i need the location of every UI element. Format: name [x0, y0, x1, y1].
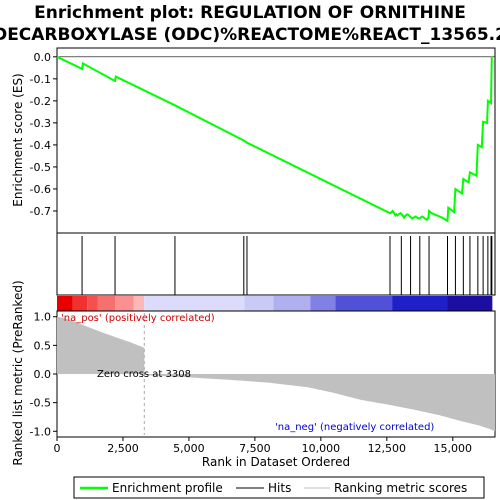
rank-color-segment	[392, 296, 448, 311]
rank-color-segment	[310, 296, 336, 311]
rank-color-segment	[447, 296, 493, 311]
es-y-tick-label: -0.4	[30, 139, 51, 152]
rank-color-bar	[57, 296, 493, 311]
metric-panel: 1.0 0.5 0.0 -0.5 -1.0 0 2,500 5,000 7,500 10,000…	[11, 280, 496, 469]
rank-color-segment	[144, 296, 245, 311]
hits-lines	[81, 236, 493, 295]
metric-y-tick-label: 0.0	[34, 368, 52, 381]
rank-color-segment	[133, 296, 145, 311]
title-line-2: DECARBOXYLASE (ODC)%REACTOME%REACT_13565…	[0, 25, 500, 45]
x-tick-label: 5,000	[173, 442, 205, 455]
es-panel: 0.0 -0.1 -0.2 -0.3 -0.4 -0.5 -0.6 -0.7 Enrichme…	[11, 47, 496, 234]
hits-panel-frame	[56, 232, 496, 296]
legend-metric-label: Ranking metric scores	[334, 481, 467, 495]
legend-hits-label: Hits	[268, 481, 291, 495]
neg-correlation-label: 'na_neg' (negatively correlated)	[275, 422, 434, 433]
es-y-tick-label: -0.5	[30, 161, 51, 174]
x-tick-label: 7,500	[239, 442, 271, 455]
x-tick-label: 12,500	[368, 442, 407, 455]
x-tick-label: 2,500	[107, 442, 139, 455]
rank-color-segment	[115, 296, 134, 311]
rank-color-segment	[57, 296, 73, 311]
enrichment-profile-line	[56, 55, 493, 223]
x-tick-label: 10,000	[302, 442, 341, 455]
es-y-tick-label: -0.3	[30, 117, 51, 130]
es-y-tick-label: -0.2	[30, 95, 51, 108]
legend-box	[73, 476, 485, 499]
es-y-tick-label: 0.0	[34, 51, 52, 64]
rank-color-segment	[97, 296, 116, 311]
rank-color-segment	[273, 296, 311, 311]
es-y-label: Enrichment score (ES)	[11, 73, 25, 206]
es-y-axis: 0.0 -0.1 -0.2 -0.3 -0.4 -0.5 -0.6 -0.7	[30, 51, 57, 218]
rank-color-segment	[87, 296, 98, 311]
rank-color-segment	[72, 296, 88, 311]
legend: Enrichment profile Hits Ranking metric s…	[73, 476, 485, 499]
x-axis-label: Rank in Dataset Ordered	[202, 455, 350, 469]
rank-color-segment	[244, 296, 274, 311]
metric-y-label: Ranked list metric (PreRanked)	[11, 280, 25, 465]
metric-y-tick-label: -1.0	[30, 425, 51, 438]
es-y-tick-label: -0.6	[30, 183, 51, 196]
legend-enrichment-label: Enrichment profile	[112, 481, 223, 495]
es-y-tick-label: -0.1	[30, 73, 51, 86]
x-tick-label: 0	[54, 442, 61, 455]
metric-y-tick-label: -0.5	[30, 397, 51, 410]
zero-cross-label: Zero cross at 3308	[97, 369, 191, 380]
hits-panel	[56, 232, 496, 311]
ranking-metric-area	[57, 316, 495, 432]
title-line-1: Enrichment plot: REGULATION OF ORNITHINE	[34, 3, 466, 23]
es-panel-frame	[56, 47, 496, 234]
metric-y-axis: 1.0 0.5 0.0 -0.5 -1.0	[30, 311, 57, 438]
x-tick-label: 15,000	[434, 442, 473, 455]
es-y-tick-label: -0.7	[30, 205, 51, 218]
rank-color-segment	[335, 296, 393, 311]
metric-y-tick-label: 0.5	[34, 339, 52, 352]
metric-x-axis: 0 2,500 5,000 7,500 10,000 12,500 15,000	[54, 437, 473, 455]
metric-y-tick-label: 1.0	[34, 311, 52, 324]
pos-correlation-label: 'na_pos' (positively correlated)	[61, 313, 215, 324]
